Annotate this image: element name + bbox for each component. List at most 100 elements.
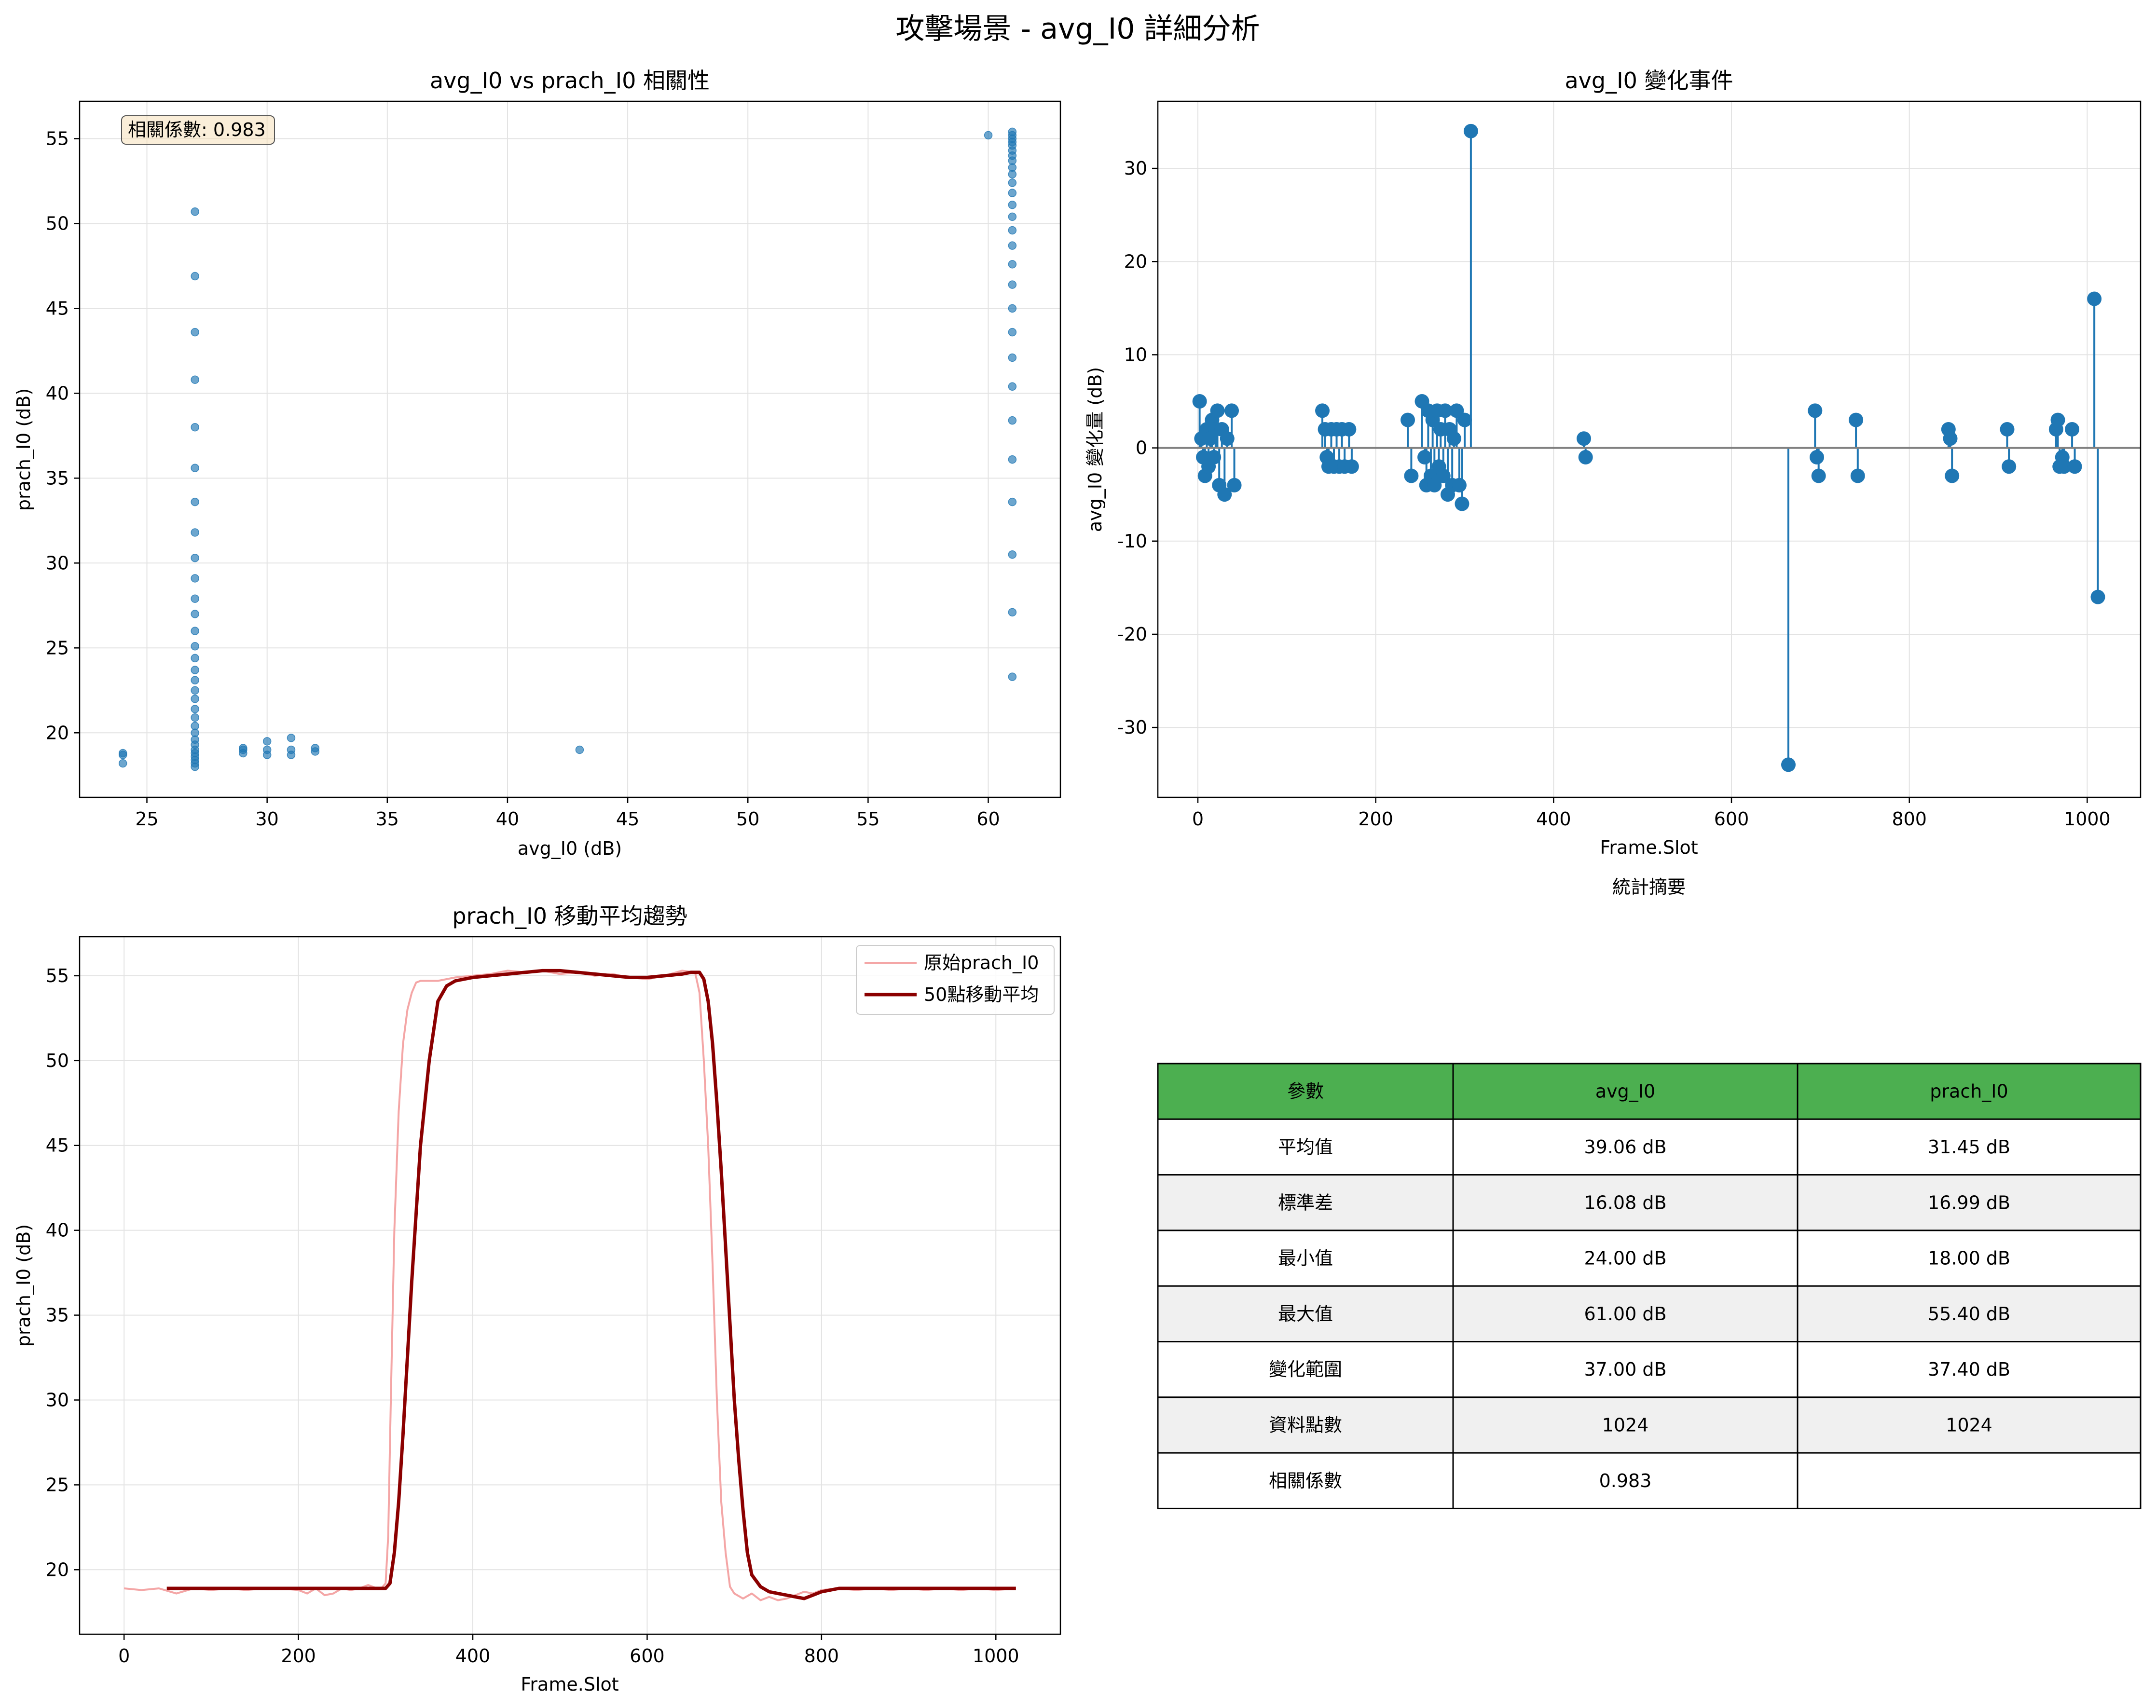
stem-y-tick-label: -30 xyxy=(1117,717,1147,738)
table-cell xyxy=(1452,1452,1799,1509)
table-header-text: prach_I0 xyxy=(1930,1081,2008,1102)
stem-marker xyxy=(1417,450,1432,465)
scatter-point xyxy=(191,272,199,281)
table-cell xyxy=(1157,1285,1454,1342)
trend-grid xyxy=(80,937,1060,1634)
scatter-x-tick-label: 50 xyxy=(736,808,759,830)
scatter-y-tick-label: 35 xyxy=(46,467,69,489)
figure-title: 攻擊場景 - avg_I0 詳細分析 xyxy=(895,12,1260,46)
trend-x-label: Frame.Slot xyxy=(521,1674,618,1695)
table-cell-text: 55.40 dB xyxy=(1928,1303,2010,1325)
scatter-point xyxy=(118,749,127,758)
stem-y-label: avg_I0 變化量 (dB) xyxy=(1085,367,1106,532)
stem-x-tick-label: 0 xyxy=(1192,808,1204,830)
stem-marker xyxy=(2000,422,2015,437)
stem-marker xyxy=(1455,496,1469,511)
scatter-y-tick-label: 20 xyxy=(46,722,69,743)
moving-average-line xyxy=(166,969,1016,1600)
stem-panel: avg_I0 變化事件 0 200 400 600 800 1000 -30-20-100… xyxy=(1085,68,2142,858)
scatter-point xyxy=(191,553,199,562)
trend-x-tick-label: 400 xyxy=(455,1645,491,1667)
stem-marker xyxy=(1210,403,1225,418)
trend-lines xyxy=(124,969,1016,1601)
stem-marker xyxy=(1401,412,1415,427)
stem-marker xyxy=(1427,478,1442,492)
table-cell xyxy=(1797,1341,2142,1398)
stem-axes-frame xyxy=(1157,100,2142,798)
scatter-point xyxy=(575,745,584,754)
stem-marker xyxy=(2050,412,2065,427)
scatter-y-ticks: 20 25 30 35 40 45 50 55 xyxy=(46,128,80,743)
trend-y-tick-label: 40 xyxy=(46,1220,69,1241)
scatter-y-tick-label: 30 xyxy=(46,552,69,574)
scatter-y-label: prach_I0 (dB) xyxy=(13,388,34,511)
trend-y-label: prach_I0 (dB) xyxy=(13,1224,34,1347)
trend-y-tick-label: 55 xyxy=(46,965,69,986)
legend-raw-label: 原始prach_I0 xyxy=(924,952,1039,973)
stem-x-tick-label: 400 xyxy=(1536,808,1571,830)
scatter-point xyxy=(1008,189,1017,197)
stem-x-tick-label: 1000 xyxy=(2064,808,2111,830)
scatter-point xyxy=(1008,608,1017,617)
scatter-x-tick-label: 60 xyxy=(976,808,1000,830)
scatter-point xyxy=(1008,280,1017,289)
scatter-point xyxy=(262,745,272,754)
summary-title: 統計摘要 xyxy=(1612,876,1686,898)
stem-marker xyxy=(1207,450,1222,465)
summary-table: 參數 avg_I0 prach_I0 平均值 39.06 dB 31.45 dB 標準差 16… xyxy=(1157,1063,2142,1509)
stem-marker xyxy=(2090,589,2105,604)
scatter-x-tick-label: 55 xyxy=(856,808,879,830)
scatter-grid xyxy=(80,101,1060,797)
stem-marker xyxy=(1457,412,1472,427)
trend-x-tick-label: 800 xyxy=(804,1645,839,1667)
scatter-point xyxy=(191,695,199,703)
scatter-panel: avg_I0 vs prach_I0 相關性 25 30 35 40 45 50 55 60 … xyxy=(13,68,1061,859)
stem-marker xyxy=(1446,431,1461,446)
scatter-point xyxy=(1008,550,1017,559)
scatter-point xyxy=(1008,200,1017,209)
scatter-x-tick-label: 30 xyxy=(255,808,278,830)
table-cell-text: 39.06 dB xyxy=(1584,1136,1666,1158)
table-cell xyxy=(1452,1341,1799,1398)
scatter-point xyxy=(191,328,199,337)
stem-x-tick-label: 600 xyxy=(1714,808,1749,830)
stem-marker xyxy=(1404,468,1419,483)
table-header-cell xyxy=(1797,1063,2142,1120)
trend-x-tick-label: 600 xyxy=(630,1645,665,1667)
scatter-y-tick-label: 55 xyxy=(46,128,69,149)
table-cell-text: 最大值 xyxy=(1278,1303,1333,1325)
scatter-x-label: avg_I0 (dB) xyxy=(518,838,622,859)
table-cell-text: 平均值 xyxy=(1278,1136,1333,1158)
stem-marker xyxy=(1452,478,1467,492)
table-header-text: 參數 xyxy=(1287,1081,1324,1102)
stem-y-tick-label: 10 xyxy=(1124,344,1147,365)
stem-marker xyxy=(1850,468,1865,483)
stem-x-ticks: 0 200 400 600 800 1000 xyxy=(1192,797,2111,830)
table-cell xyxy=(1797,1452,2142,1509)
scatter-point xyxy=(1008,304,1017,313)
scatter-point xyxy=(311,744,320,752)
trend-x-tick-label: 1000 xyxy=(973,1645,1019,1667)
table-cell-text: 16.08 dB xyxy=(1584,1192,1666,1213)
stem-marker xyxy=(1463,123,1478,138)
scatter-point xyxy=(1008,455,1017,464)
scatter-point xyxy=(1008,241,1017,250)
stem-x-label: Frame.Slot xyxy=(1600,837,1698,858)
table-cell xyxy=(1157,1174,1454,1231)
table-cell-text: 標準差 xyxy=(1278,1192,1333,1213)
scatter-point xyxy=(191,627,199,635)
scatter-point xyxy=(191,676,199,684)
table-cell xyxy=(1797,1230,2142,1287)
scatter-point xyxy=(191,642,199,651)
table-cell xyxy=(1452,1230,1799,1287)
stem-x-tick-label: 200 xyxy=(1358,808,1393,830)
table-cell-text: 資料點數 xyxy=(1269,1414,1342,1435)
scatter-point xyxy=(191,375,199,384)
scatter-point xyxy=(1008,497,1017,506)
stem-marker xyxy=(1220,431,1235,446)
stem-y-tick-label: 30 xyxy=(1124,158,1147,179)
trend-title: prach_I0 移動平均趨勢 xyxy=(452,903,687,929)
stem-y-tick-label: -10 xyxy=(1117,531,1147,552)
scatter-point xyxy=(191,497,199,506)
scatter-y-tick-label: 45 xyxy=(46,298,69,319)
